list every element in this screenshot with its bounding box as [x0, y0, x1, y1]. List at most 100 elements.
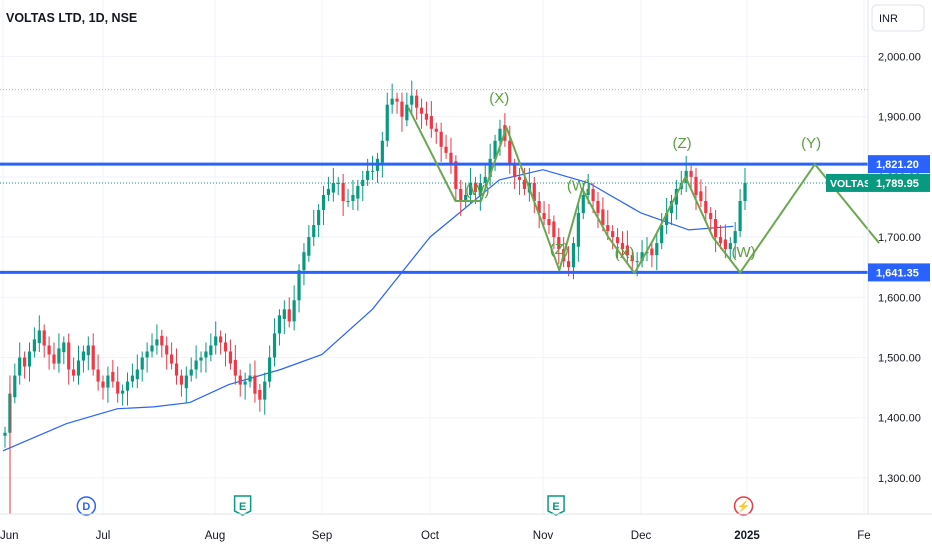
candle-body: [297, 270, 301, 301]
candle-body: [248, 375, 252, 382]
earnings-event-icon[interactable]: [547, 495, 565, 516]
wave-label[interactable]: (Z): [672, 135, 691, 152]
time-axis[interactable]: Jun Jul Aug Sep Oct Nov Dec 2025 Fe: [0, 530, 871, 542]
candle-body: [346, 200, 350, 202]
candle-body: [321, 194, 326, 211]
candle-body: [219, 336, 223, 343]
candle-body: [174, 363, 179, 376]
candle-body: [738, 200, 742, 232]
candle-body: [287, 309, 291, 322]
wave-path-line[interactable]: [407, 107, 880, 275]
wave-label[interactable]: (X): [489, 90, 509, 107]
candle-body: [361, 179, 365, 186]
candle-body: [493, 140, 497, 159]
candle-body: [615, 237, 620, 244]
horizontal-levels-layer[interactable]: [0, 162, 868, 274]
split-event-icon[interactable]: [733, 496, 754, 516]
grid-lines: [0, 0, 868, 514]
candle-body: [351, 194, 355, 201]
candle-body: [415, 95, 419, 108]
wave-label[interactable]: (W): [732, 244, 756, 261]
candle-body: [547, 219, 551, 226]
price-tick-label: 1,600.00: [878, 292, 921, 304]
currency-button-frame[interactable]: [871, 4, 925, 32]
candle-body: [189, 369, 193, 376]
candle-body: [395, 98, 399, 102]
candle-body: [640, 252, 644, 262]
candle-body: [42, 330, 46, 346]
candle-body: [125, 381, 130, 391]
candle-body: [76, 360, 81, 376]
wave-label[interactable]: (W): [465, 182, 489, 199]
currency-button[interactable]: INR: [871, 4, 925, 32]
moving-average-line: [2, 169, 734, 452]
candle-body: [620, 243, 625, 250]
candle-body: [650, 248, 654, 256]
candle-body: [37, 330, 41, 344]
earnings-event-icon[interactable]: [233, 495, 252, 516]
candle-body: [135, 369, 139, 380]
last-price-tag-text: 1,789.95: [876, 178, 919, 190]
candle-body: [630, 255, 634, 262]
candle-body: [307, 237, 311, 256]
candle-body: [258, 390, 262, 400]
candle-body: [449, 152, 453, 165]
candle-body: [3, 432, 7, 436]
candle-body: [410, 95, 414, 105]
candle-body: [591, 188, 595, 201]
time-tick-label: Dec: [631, 530, 652, 542]
time-tick-label: Aug: [205, 530, 225, 542]
candle-body: [400, 101, 404, 117]
candle-body: [160, 335, 164, 346]
candle-body: [513, 164, 517, 177]
price-tick-label: 1,700.00: [878, 232, 921, 244]
candle-body: [72, 369, 76, 376]
candle-body: [459, 188, 463, 201]
time-tick-label: 2025: [734, 530, 760, 542]
candle-body: [478, 182, 482, 196]
candle-body: [223, 342, 228, 352]
candle-body: [155, 339, 159, 346]
candle-body: [233, 359, 237, 376]
level-price-tag-text: 1,821.20: [876, 159, 919, 171]
candle-body: [606, 225, 610, 232]
symbol-tag: [826, 173, 868, 192]
candle-body: [669, 200, 674, 214]
candle-body: [145, 351, 149, 358]
candle-body: [47, 345, 51, 355]
wave-label[interactable]: (Z): [550, 241, 569, 258]
candle-body: [723, 239, 727, 250]
time-tick-label: Sep: [312, 530, 332, 542]
candle-body: [199, 357, 203, 361]
candle-body: [743, 182, 747, 201]
price-tick-label: 1,400.00: [878, 413, 921, 425]
candle-body: [517, 176, 522, 180]
candlesticks-layer: [3, 80, 747, 514]
wave-label[interactable]: (X): [615, 245, 635, 262]
candle-body: [81, 351, 86, 361]
candle-body: [356, 185, 360, 199]
candle-body: [341, 182, 345, 201]
event-markers-layer[interactable]: D E E ⚡: [76, 495, 754, 516]
earnings-event-letter: E: [552, 501, 559, 513]
candle-body: [52, 354, 56, 364]
candle-body: [424, 113, 429, 120]
wave-label[interactable]: (W): [567, 178, 591, 195]
candle-body: [140, 357, 144, 370]
last-price-tag: [868, 173, 930, 192]
wave-annotation-layer[interactable]: (X) (W) (Z) (W) (X) (Z) (W) (Y): [407, 90, 880, 275]
candle-body: [370, 170, 375, 172]
candle-body: [576, 213, 580, 247]
candle-body: [566, 261, 571, 268]
candle-body: [454, 161, 458, 189]
dividend-event-icon[interactable]: [76, 496, 97, 516]
candle-body: [272, 333, 277, 358]
candle-body: [62, 342, 66, 353]
wave-label[interactable]: (Y): [801, 135, 821, 152]
candle-body: [488, 158, 492, 177]
candle-body: [101, 381, 105, 388]
earnings-event-letter: E: [239, 501, 246, 513]
candle-body: [204, 351, 208, 358]
